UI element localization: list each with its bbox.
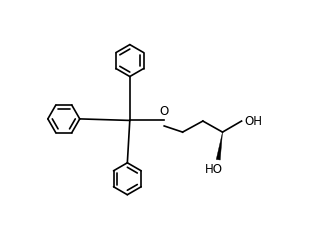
Text: HO: HO bbox=[205, 163, 223, 176]
Text: OH: OH bbox=[244, 115, 262, 127]
Text: O: O bbox=[160, 105, 169, 118]
Polygon shape bbox=[216, 132, 222, 160]
